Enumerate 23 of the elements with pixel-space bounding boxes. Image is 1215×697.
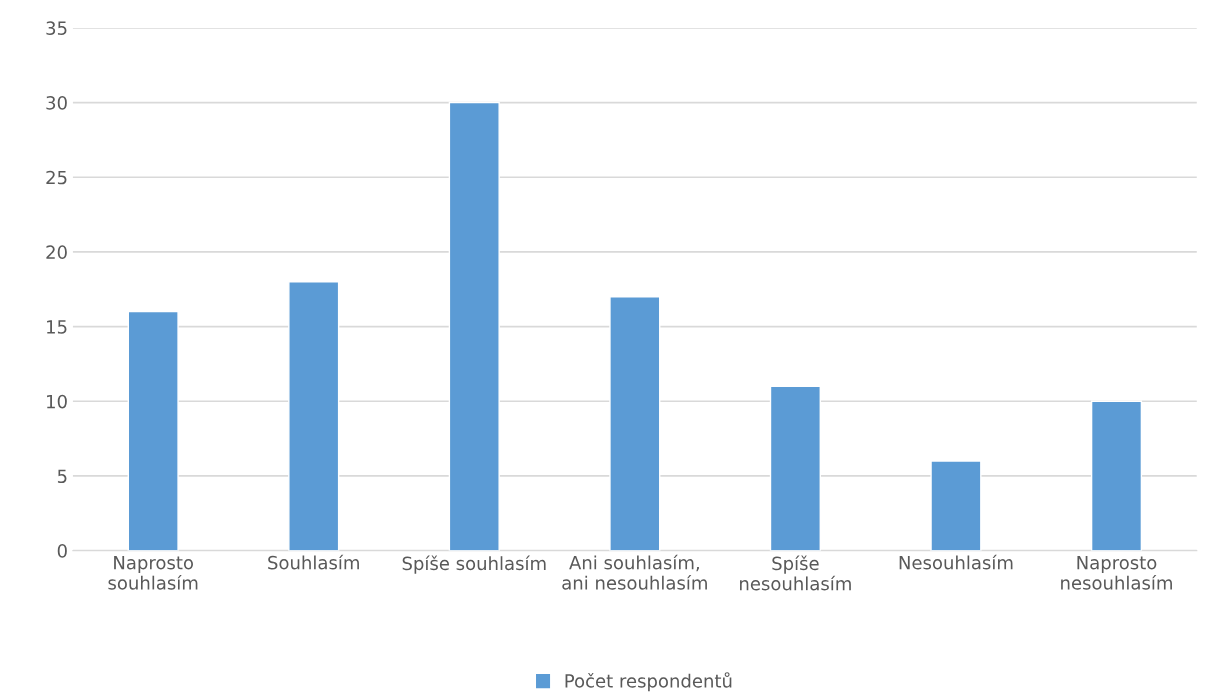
x-tick-label: Nesouhlasím (899, 554, 1013, 570)
x-tick-label: Ani souhlasím, ani nesouhlasím (562, 554, 707, 590)
bar (127, 310, 179, 551)
x-tick-label: Spíše souhlasím (402, 555, 546, 574)
x-tick-label: Naprosto souhlasím (108, 556, 198, 590)
y-tick-label: 0 (57, 544, 67, 558)
legend-label: Počet respondentů (565, 672, 732, 692)
x-tick-label: Naprosto nesouhlasím (1061, 556, 1172, 590)
bar (609, 296, 661, 551)
bar (448, 101, 500, 551)
bar (769, 385, 821, 551)
bar (1090, 400, 1143, 551)
y-tick-label: 20 (46, 245, 67, 260)
y-tick-label: 15 (47, 320, 67, 334)
x-tick-label: Souhlasím (268, 554, 359, 570)
bar (930, 460, 982, 551)
y-tick-label: 35 (46, 21, 67, 35)
y-tick-label: 10 (47, 394, 67, 409)
x-tick-label: Spíše nesouhlasím (740, 555, 851, 591)
bar (288, 281, 340, 551)
y-tick-label: 30 (46, 96, 67, 110)
y-tick-label: 25 (46, 170, 67, 185)
y-tick-label: 5 (57, 469, 67, 484)
